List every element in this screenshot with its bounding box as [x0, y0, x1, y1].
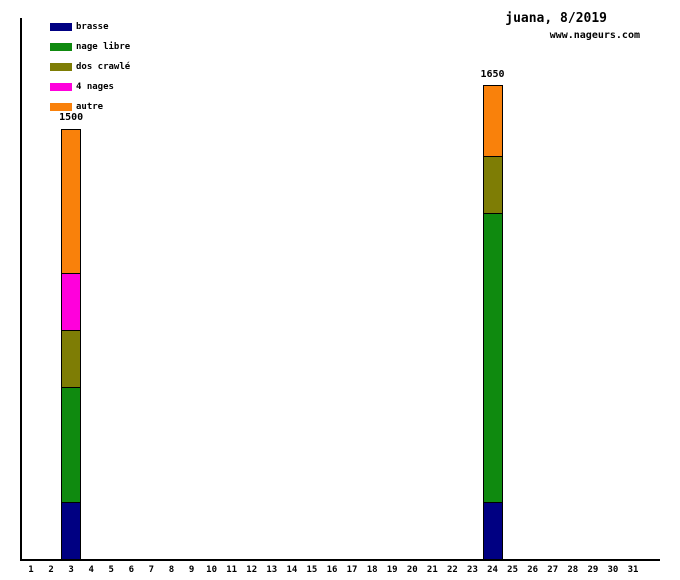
y-axis-line	[20, 18, 22, 561]
x-axis-label: 19	[386, 565, 398, 575]
bar-segment	[61, 129, 82, 274]
bar-segment	[61, 387, 82, 503]
x-axis-label: 23	[467, 565, 478, 575]
bar-segment	[61, 502, 82, 560]
x-axis-label: 12	[246, 565, 258, 575]
bar-segment	[61, 330, 82, 388]
bar-segment	[482, 156, 503, 214]
legend-item: autre	[50, 97, 130, 117]
x-axis-label: 21	[426, 565, 438, 575]
x-axis-label: 16	[326, 565, 338, 575]
legend-item: nage libre	[50, 37, 130, 57]
x-axis-label: 7	[148, 565, 155, 575]
x-axis-label: 2	[48, 565, 54, 575]
x-axis-label: 28	[567, 565, 579, 575]
x-axis-label: 6	[128, 565, 135, 575]
chart-title: juana, 8/2019	[505, 11, 607, 26]
legend-label: 4 nages	[76, 82, 114, 92]
x-axis-label: 5	[108, 565, 114, 575]
x-axis-label: 13	[266, 565, 278, 575]
bar-segment	[482, 213, 503, 503]
x-axis-label: 4	[88, 565, 94, 575]
x-axis-label: 26	[527, 565, 539, 575]
x-axis-label: 15	[306, 565, 318, 575]
legend-swatch	[50, 43, 72, 51]
x-axis-label: 8	[168, 565, 175, 575]
x-axis-label: 14	[286, 565, 298, 575]
x-axis-label: 30	[607, 565, 619, 575]
legend-label: brasse	[76, 22, 109, 32]
legend-label: nage libre	[76, 42, 131, 52]
legend-item: dos crawlé	[50, 57, 130, 77]
x-axis-label: 9	[188, 565, 195, 575]
x-axis-label: 11	[226, 565, 238, 575]
x-axis-label: 20	[406, 565, 418, 575]
bar-segment	[482, 84, 503, 157]
x-axis-label: 29	[587, 565, 599, 575]
legend-label: autre	[76, 102, 104, 112]
x-axis-label: 25	[507, 565, 519, 575]
legend-swatch	[50, 83, 72, 91]
bar-segment	[61, 273, 82, 331]
legend-item: brasse	[50, 17, 130, 37]
x-axis-label: 18	[366, 565, 378, 575]
stacked-bar-day-3	[61, 129, 82, 560]
x-axis-label: 1	[28, 565, 34, 575]
bar-segment	[482, 502, 503, 560]
legend-swatch	[50, 23, 72, 31]
x-axis-label: 10	[206, 565, 218, 575]
legend-item: 4 nages	[50, 77, 130, 97]
bar-total-label: 1650	[480, 68, 505, 80]
x-axis-label: 24	[487, 565, 498, 575]
x-axis-label: 31	[627, 565, 639, 575]
website-watermark: www.nageurs.com	[549, 30, 640, 41]
legend: brasse nage libre dos crawlé 4 nages autre	[50, 17, 130, 117]
legend-swatch	[50, 63, 72, 71]
x-axis-label: 17	[346, 565, 358, 575]
legend-label: dos crawlé	[76, 62, 131, 72]
legend-swatch	[50, 103, 72, 111]
x-axis-label: 27	[547, 565, 559, 575]
stacked-bar-day-24	[482, 84, 503, 560]
x-axis-line	[20, 559, 660, 561]
x-axis-label: 3	[68, 565, 74, 575]
x-axis-label: 22	[446, 565, 458, 575]
bar-total-label: 1500	[59, 112, 84, 123]
